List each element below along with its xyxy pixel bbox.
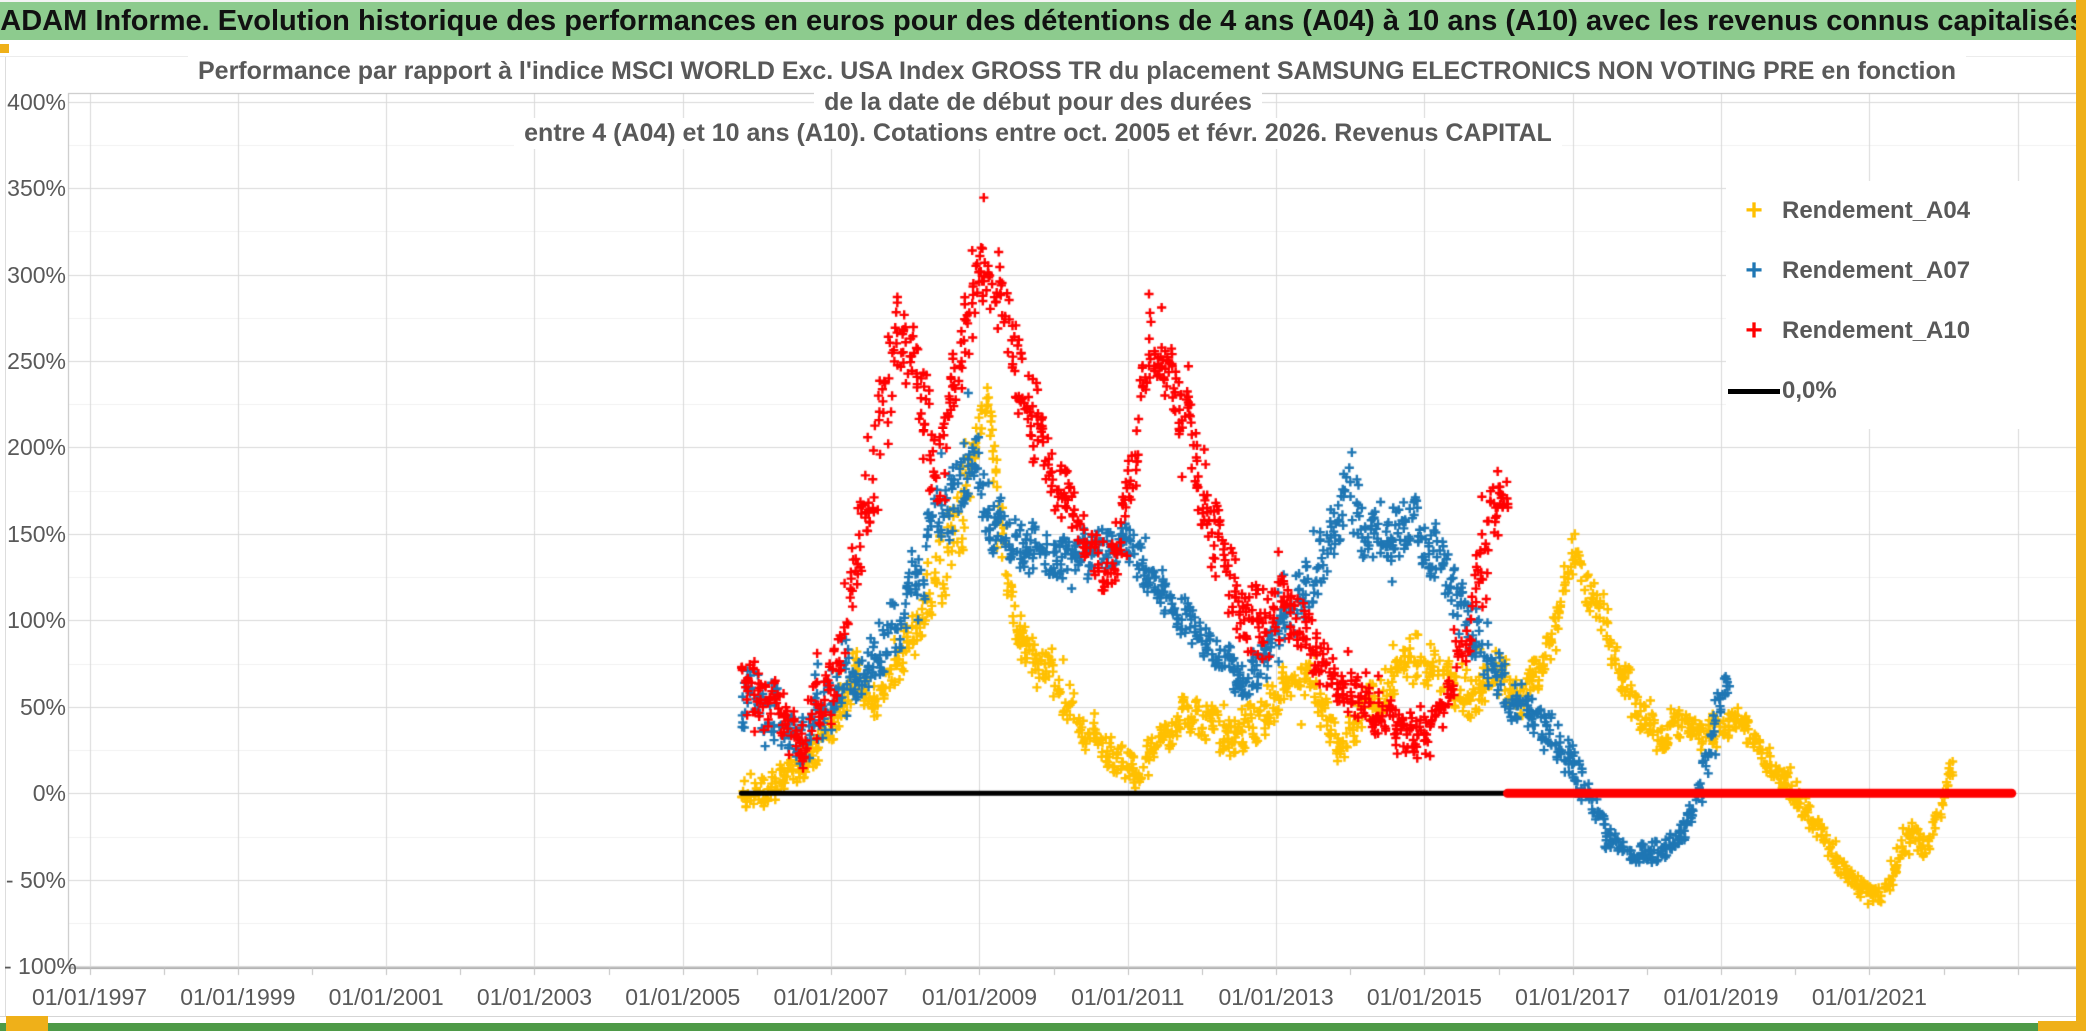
plus-marker-icon: + <box>1745 314 1763 347</box>
y-axis-label: 150% <box>7 520 66 547</box>
legend-item-rendement-a07[interactable]: + Rendement_A07 <box>1726 241 2078 301</box>
x-axis-label: 01/01/2007 <box>773 984 889 1010</box>
x-axis-label: 01/01/2001 <box>328 984 444 1010</box>
legend-item-rendement-a10[interactable]: + Rendement_A10 <box>1726 301 2078 361</box>
x-axis-label: 01/01/2005 <box>625 984 741 1010</box>
x-axis-label: 01/01/1997 <box>31 984 148 1010</box>
y-axis-label: 0% <box>32 780 66 807</box>
plus-marker-icon: + <box>1745 194 1763 227</box>
right-edge-accent-bar <box>2076 0 2086 1031</box>
chart-title-line-3: entre 4 (A04) et 10 ans (A10). Cotations… <box>514 118 1562 149</box>
footer-bar <box>0 1023 2086 1031</box>
y-axis-label: 350% <box>7 175 66 202</box>
top-left-accent-mark <box>0 44 9 53</box>
y-axis-label: 400% <box>7 88 66 115</box>
bottom-left-accent-mark <box>6 1016 48 1031</box>
bottom-right-accent-mark <box>2038 1021 2086 1031</box>
x-axis-label: 01/01/2009 <box>921 984 1037 1010</box>
x-axis-label: 01/01/1999 <box>180 984 296 1010</box>
plus-marker-icon: + <box>1745 254 1763 287</box>
chart-title-line-2: de la date de début pour des durées <box>814 87 1262 118</box>
y-axis-label: 250% <box>7 348 66 375</box>
y-axis-label: 100% <box>7 607 66 634</box>
y-axis-label: 300% <box>7 261 66 288</box>
y-axis-label: - 50% <box>5 866 66 893</box>
legend-item-zero-line[interactable]: 0,0% <box>1726 361 2078 421</box>
y-axis-label: - 100% <box>4 953 77 980</box>
y-axis-label: 200% <box>7 434 66 461</box>
x-axis-label: 01/01/2015 <box>1366 984 1482 1010</box>
chart-legend[interactable]: + Rendement_A04 + Rendement_A07 + Rendem… <box>1726 181 2078 429</box>
chart-title: Performance par rapport à l'indice MSCI … <box>188 56 1967 149</box>
legend-label: Rendement_A07 <box>1782 257 1971 284</box>
legend-label: Rendement_A10 <box>1782 317 1971 344</box>
legend-label: Rendement_A04 <box>1782 197 1971 224</box>
x-axis-label: 01/01/2019 <box>1663 984 1779 1010</box>
legend-label: 0,0% <box>1782 377 1837 404</box>
x-axis-label: 01/01/2017 <box>1515 984 1631 1010</box>
y-axis-label: 50% <box>19 693 66 720</box>
x-axis-label: 01/01/2011 <box>1071 984 1185 1010</box>
x-axis-label: 01/01/2021 <box>1811 984 1927 1010</box>
x-axis-label: 01/01/2013 <box>1218 984 1334 1010</box>
chart-title-line-1: Performance par rapport à l'indice MSCI … <box>188 56 1967 87</box>
x-axis-label: 01/01/2003 <box>476 984 593 1010</box>
legend-item-rendement-a04[interactable]: + Rendement_A04 <box>1726 181 2078 241</box>
zero-line-swatch-icon <box>1728 388 1780 394</box>
